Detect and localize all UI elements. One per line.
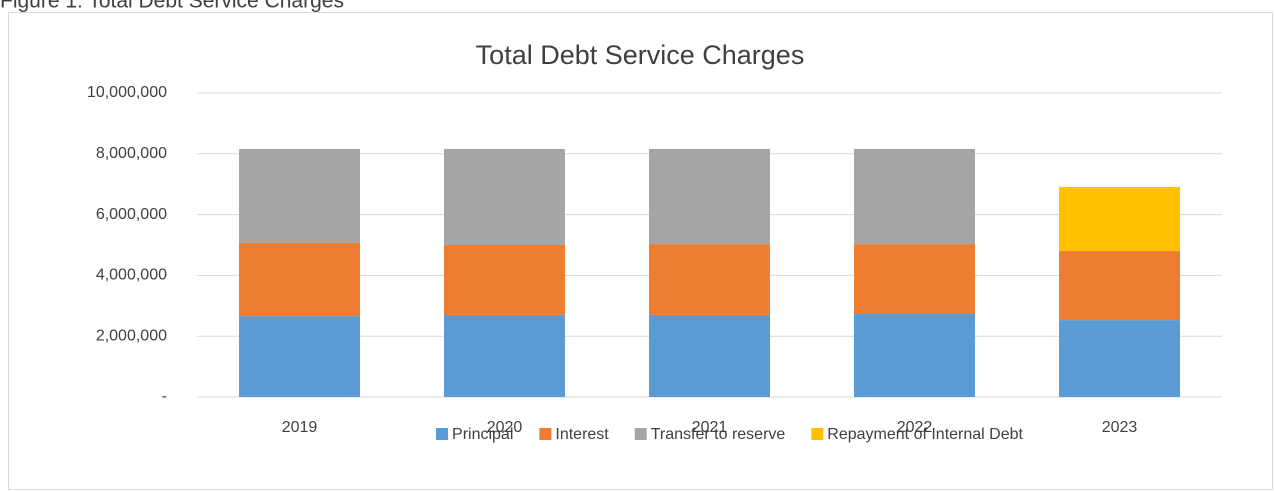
bar-segment: [854, 244, 975, 315]
y-tick-label: 8,000,000: [96, 145, 167, 162]
legend-label: Repayment of Internal Debt: [827, 426, 1023, 443]
legend-label: Principal: [452, 426, 513, 443]
y-tick-label: -: [162, 388, 167, 405]
bar-segment: [444, 314, 565, 397]
y-tick-label: 10,000,000: [87, 84, 167, 101]
bar-segment: [239, 316, 360, 397]
x-tick-label: 2020: [487, 419, 523, 436]
bar-segment: [444, 148, 565, 245]
y-tick-label: 2,000,000: [96, 327, 167, 344]
x-tick-label: 2023: [1102, 419, 1138, 436]
bar-segment: [239, 242, 360, 317]
legend-swatch: [634, 428, 647, 440]
x-tick-label: 2019: [282, 419, 318, 436]
bar-segment: [649, 314, 770, 397]
bar-segment: [649, 148, 770, 245]
legend-swatch: [436, 428, 449, 440]
y-tick-label: 4,000,000: [96, 267, 167, 284]
x-tick-label: 2021: [692, 419, 728, 436]
figure-caption: Figure 1: Total Debt Service Charges: [0, 0, 344, 13]
chart-title: Total Debt Service Charges: [476, 40, 805, 70]
bar-segment: [649, 244, 770, 315]
bar-segment: [1059, 251, 1180, 321]
y-tick-label: 6,000,000: [96, 206, 167, 223]
legend-label: Interest: [555, 426, 609, 443]
bar-segment: [854, 314, 975, 397]
legend-swatch: [811, 428, 824, 440]
legend-swatch: [539, 428, 552, 440]
bar-segment: [854, 148, 975, 245]
legend-label: Transfer to reserve: [651, 426, 786, 443]
bar-segment: [1059, 320, 1180, 397]
bar-segment: [239, 148, 360, 243]
bar-segment: [444, 245, 565, 315]
chart-frame: [8, 12, 1273, 490]
x-tick-label: 2022: [897, 419, 933, 436]
bar-segment: [1059, 186, 1180, 252]
